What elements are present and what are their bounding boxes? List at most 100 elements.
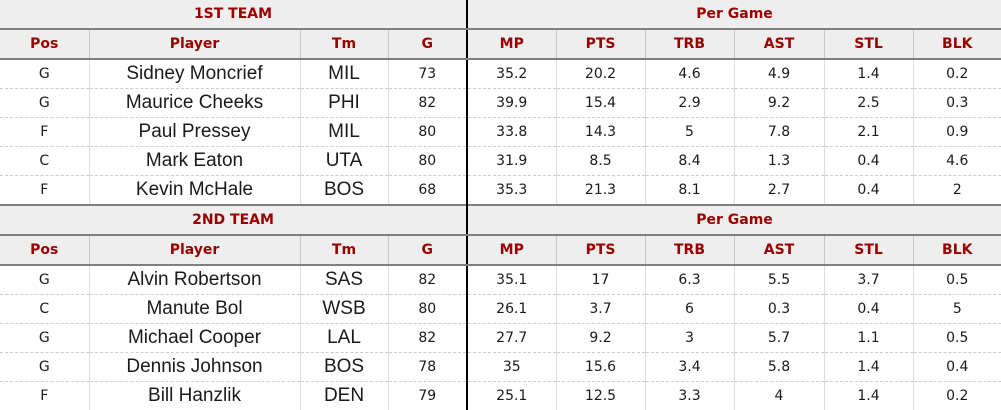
stat-cell-trb: 8.4 [645,147,734,176]
team-cell: LAL [300,324,388,353]
stat-cell-pts: 15.4 [556,89,645,118]
column-header-trb: TRB [645,235,734,265]
stat-cell-mp: 35 [467,353,556,382]
stat-cell-trb: 3.4 [645,353,734,382]
column-header-blk: BLK [913,29,1001,59]
column-header-blk: BLK [913,235,1001,265]
stat-cell-blk: 0.4 [913,353,1001,382]
stat-cell-trb: 4.6 [645,59,734,89]
column-header-player: Player [89,29,300,59]
games-cell: 80 [388,147,467,176]
stat-cell-trb: 8.1 [645,176,734,206]
team-cell: PHI [300,89,388,118]
team-cell: MIL [300,59,388,89]
stat-cell-stl: 2.1 [824,118,913,147]
stat-cell-stl: 0.4 [824,176,913,206]
stat-cell-stl: 1.4 [824,353,913,382]
stat-cell-pts: 3.7 [556,295,645,324]
stat-cell-mp: 31.9 [467,147,556,176]
stat-cell-pts: 14.3 [556,118,645,147]
stat-cell-ast: 0.3 [734,295,824,324]
stat-cell-blk: 0.9 [913,118,1001,147]
stat-cell-blk: 0.5 [913,324,1001,353]
stat-cell-pts: 8.5 [556,147,645,176]
column-header-pos: Pos [0,29,89,59]
column-header-tm: Tm [300,235,388,265]
column-header-pts: PTS [556,29,645,59]
stat-cell-ast: 5.7 [734,324,824,353]
stat-cell-mp: 39.9 [467,89,556,118]
stat-cell-pts: 9.2 [556,324,645,353]
stat-cell-pts: 21.3 [556,176,645,206]
player-cell: Dennis Johnson [89,353,300,382]
pos-cell: G [0,59,89,89]
column-header-ast: AST [734,235,824,265]
player-cell: Bill Hanzlik [89,382,300,410]
column-header-ast: AST [734,29,824,59]
column-header-stl: STL [824,29,913,59]
column-header-g: G [388,29,467,59]
column-header-trb: TRB [645,29,734,59]
player-cell: Sidney Moncrief [89,59,300,89]
stat-cell-ast: 5.5 [734,265,824,295]
stat-cell-mp: 25.1 [467,382,556,410]
games-cell: 80 [388,295,467,324]
pos-cell: C [0,295,89,324]
stat-cell-stl: 0.4 [824,295,913,324]
team-cell: MIL [300,118,388,147]
column-header-pos: Pos [0,235,89,265]
stat-cell-pts: 17 [556,265,645,295]
games-cell: 82 [388,89,467,118]
per-game-group-header: Per Game [467,205,1001,235]
column-header-player: Player [89,235,300,265]
team-cell: WSB [300,295,388,324]
stat-cell-trb: 5 [645,118,734,147]
stat-cell-ast: 1.3 [734,147,824,176]
stat-cell-mp: 33.8 [467,118,556,147]
pos-cell: G [0,353,89,382]
team-cell: DEN [300,382,388,410]
section-title: 2ND TEAM [0,205,467,235]
stat-cell-mp: 35.2 [467,59,556,89]
stat-cell-ast: 7.8 [734,118,824,147]
stat-cell-mp: 27.7 [467,324,556,353]
games-cell: 79 [388,382,467,410]
stat-cell-blk: 0.2 [913,382,1001,410]
pos-cell: G [0,324,89,353]
stat-cell-mp: 35.1 [467,265,556,295]
stat-cell-blk: 0.5 [913,265,1001,295]
games-cell: 80 [388,118,467,147]
pos-cell: G [0,265,89,295]
column-header-mp: MP [467,29,556,59]
stat-cell-stl: 1.1 [824,324,913,353]
stat-cell-mp: 35.3 [467,176,556,206]
games-cell: 78 [388,353,467,382]
stat-cell-pts: 12.5 [556,382,645,410]
stat-cell-stl: 1.4 [824,382,913,410]
games-cell: 73 [388,59,467,89]
stat-cell-stl: 3.7 [824,265,913,295]
stat-cell-mp: 26.1 [467,295,556,324]
per-game-group-header: Per Game [467,0,1001,29]
stat-cell-trb: 6 [645,295,734,324]
stat-cell-blk: 2 [913,176,1001,206]
stat-cell-stl: 2.5 [824,89,913,118]
stat-cell-blk: 0.2 [913,59,1001,89]
player-cell: Mark Eaton [89,147,300,176]
section-title: 1ST TEAM [0,0,467,29]
column-header-pts: PTS [556,235,645,265]
games-cell: 82 [388,324,467,353]
stat-cell-trb: 2.9 [645,89,734,118]
column-header-stl: STL [824,235,913,265]
player-cell: Michael Cooper [89,324,300,353]
